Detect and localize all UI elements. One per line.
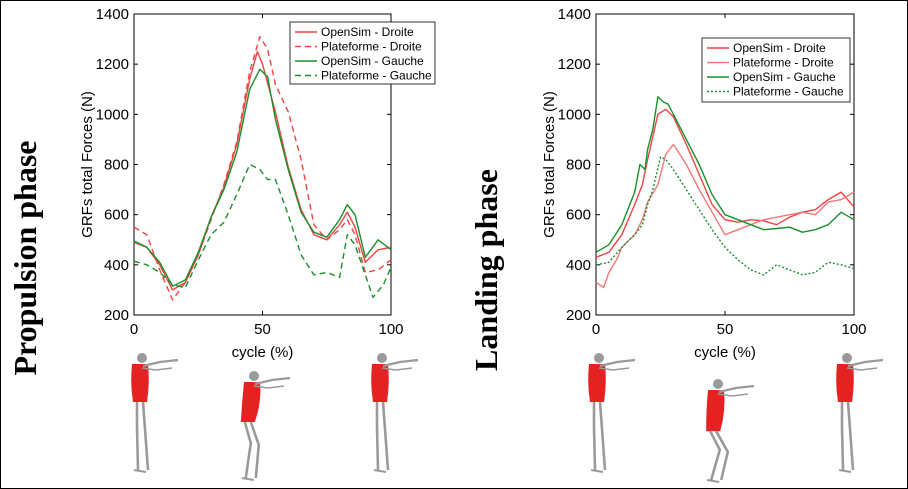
foot-bone: [241, 477, 254, 481]
leg-bone: [243, 421, 253, 479]
skull-icon: [249, 371, 259, 381]
foot-bone: [373, 469, 387, 473]
series-line-1: [133, 35, 392, 301]
arm-bone-2: [141, 367, 173, 371]
arm-bone-2: [253, 385, 285, 389]
leg-bone-2: [381, 401, 390, 471]
y-tick-label: 1200: [96, 56, 129, 73]
x-tick-label: 50: [254, 321, 271, 338]
skeleton-figure-2: [240, 371, 291, 481]
skeleton-figure-6: [836, 353, 884, 473]
series-line-2: [595, 96, 855, 253]
x-axis-label: cycle (%): [694, 344, 756, 361]
torso-muscle: [131, 364, 149, 402]
series-line-0: [133, 50, 392, 291]
arm-bone-2: [381, 367, 413, 371]
y-axis-label: GRFs total Forces (N): [79, 91, 96, 238]
y-tick-label: 1000: [96, 106, 129, 123]
leg-bone-2: [846, 401, 855, 471]
y-axis-label: GRFs total Forces (N): [541, 91, 558, 238]
legend-label: Plateforme - Gauche: [733, 85, 844, 99]
skull-icon: [594, 353, 604, 363]
foot-bone: [838, 469, 852, 473]
legend-label: Plateforme - Gauche: [321, 69, 432, 83]
leg-bone-2: [249, 421, 261, 479]
x-tick-label: 0: [592, 321, 600, 338]
arm-bone: [142, 358, 179, 368]
foot-bone: [707, 479, 720, 483]
arm-bone: [254, 376, 291, 386]
legend-label: Plateforme - Droite: [733, 56, 834, 70]
y-tick-label: 200: [104, 307, 129, 324]
skull-icon: [377, 353, 387, 363]
leg-bone: [709, 430, 722, 481]
y-tick-label: 1000: [558, 106, 591, 123]
leg-bone-2: [598, 401, 607, 471]
legend-label: OpenSim - Droite: [321, 25, 414, 39]
legend-label: OpenSim - Gauche: [733, 70, 836, 84]
y-tick-label: 800: [104, 157, 129, 174]
x-tick-label: 100: [378, 321, 403, 338]
chart-propulsion: 200 400 600 800 1000 1200 1400 0 50 100 cycle (%) G…: [79, 6, 436, 361]
leg-bone: [592, 402, 597, 471]
y-tick-label: 600: [566, 207, 591, 224]
arm-bone: [382, 358, 419, 368]
torso-muscle: [240, 382, 261, 422]
series-line-1: [595, 143, 855, 289]
skull-icon: [137, 353, 147, 363]
skeleton-figure-5: [706, 379, 755, 483]
x-tick-label: 0: [130, 321, 138, 338]
foot-bone: [133, 469, 147, 473]
series-line-2: [133, 68, 392, 287]
leg-bone: [840, 402, 845, 471]
torso-muscle: [588, 364, 606, 402]
legend-label: OpenSim - Gauche: [321, 54, 424, 68]
y-tick-label: 1400: [558, 6, 591, 23]
skeleton-figure-4: [588, 353, 636, 473]
arm-bone-2: [846, 367, 878, 371]
x-tick-label: 50: [717, 321, 734, 338]
series-line-3: [133, 163, 392, 299]
x-tick-label: 100: [841, 321, 866, 338]
arm-bone: [599, 358, 636, 368]
y-tick-label: 400: [104, 257, 129, 274]
arm-bone-2: [598, 367, 630, 371]
series-line-0: [595, 108, 855, 258]
foot-bone: [590, 469, 604, 473]
leg-bone-2: [141, 401, 150, 471]
skull-icon: [842, 353, 852, 363]
torso-muscle: [371, 364, 389, 402]
arm-bone: [847, 358, 884, 368]
leg-bone-2: [715, 430, 730, 481]
y-tick-label: 800: [566, 157, 591, 174]
skull-icon: [713, 379, 723, 389]
y-tick-label: 200: [566, 307, 591, 324]
leg-bone: [135, 402, 140, 471]
legend-label: Plateforme - Droite: [321, 40, 422, 54]
x-axis-label: cycle (%): [232, 344, 294, 361]
leg-bone: [375, 402, 380, 471]
arm-bone-2: [717, 393, 749, 397]
skeleton-figure-1: [131, 353, 179, 473]
skeleton-illustrations: [131, 353, 884, 483]
skeleton-figure-3: [371, 353, 419, 473]
y-tick-label: 1400: [96, 6, 129, 23]
legend-label: OpenSim - Droite: [733, 41, 826, 55]
y-tick-label: 1200: [558, 56, 591, 73]
torso-muscle: [706, 390, 725, 432]
y-tick-label: 400: [566, 257, 591, 274]
y-tick-label: 600: [104, 207, 129, 224]
torso-muscle: [836, 364, 854, 402]
chart-landing: 200 400 600 800 1000 1200 1400 0 50 100 cycle (%) G…: [541, 6, 867, 361]
arm-bone: [718, 384, 755, 394]
series-line-3: [595, 156, 855, 276]
